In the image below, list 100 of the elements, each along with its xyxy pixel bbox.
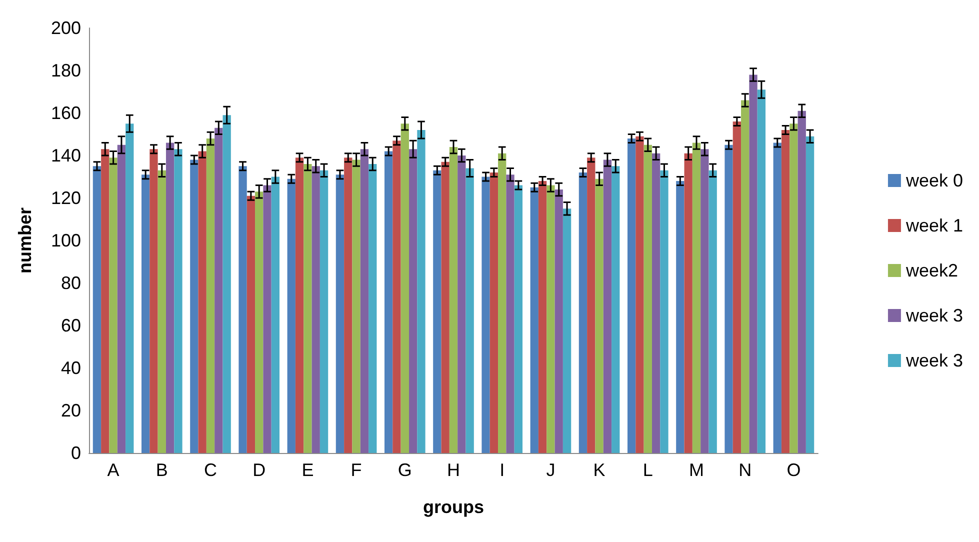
legend-label: week 3: [904, 306, 964, 326]
bar: [263, 185, 272, 453]
bar: [636, 136, 644, 453]
bar: [246, 196, 256, 453]
x-tick-label: C: [204, 460, 217, 480]
bar: [214, 128, 223, 453]
x-tick-label: O: [786, 460, 801, 480]
bar: [304, 164, 312, 453]
bar: [352, 160, 360, 453]
bar: [538, 181, 547, 453]
y-tick-label: 120: [50, 188, 81, 208]
bar: [798, 110, 806, 453]
bar: [554, 190, 563, 453]
x-tick-label: D: [252, 460, 266, 480]
x-tick-label: L: [642, 460, 653, 480]
bar: [587, 158, 596, 453]
bar: [806, 136, 814, 453]
bar: [141, 174, 150, 453]
bar: [692, 142, 701, 453]
bar: [92, 166, 102, 453]
bar: [595, 178, 604, 453]
y-tick-label: 80: [60, 273, 81, 293]
bar: [449, 147, 458, 453]
bar: [700, 149, 709, 453]
bar: [400, 124, 409, 453]
bar: [433, 170, 442, 453]
bar: [724, 144, 733, 453]
bar: [603, 160, 612, 453]
bar: [482, 176, 490, 453]
x-tick-label: B: [156, 460, 168, 480]
x-tick-label: H: [447, 460, 460, 480]
bar: [781, 130, 790, 453]
bar: [368, 164, 377, 453]
y-tick-label: 100: [50, 230, 81, 250]
bar: [506, 174, 514, 453]
bar: [458, 156, 466, 453]
bar: [222, 115, 231, 453]
bar: [166, 142, 174, 453]
legend-label: week2: [904, 260, 958, 280]
x-tick-label: J: [546, 460, 556, 480]
bar: [676, 181, 684, 453]
y-tick-label: 200: [50, 18, 81, 38]
y-tick-label: 60: [60, 316, 81, 336]
bar: [652, 153, 660, 453]
bar: [741, 100, 750, 453]
bar: [295, 158, 304, 453]
bar: [562, 208, 572, 453]
x-axis-title: groups: [423, 497, 484, 517]
bar: [392, 140, 401, 453]
y-tick-label: 160: [50, 103, 81, 123]
bar: [109, 158, 118, 453]
bar: [206, 138, 215, 453]
bar: [320, 170, 328, 453]
bar: [174, 149, 182, 453]
bar: [441, 162, 450, 453]
bar: [498, 153, 506, 453]
bar: [360, 149, 369, 453]
y-tick-label: 0: [70, 443, 81, 463]
bar: [708, 170, 717, 453]
bar: [190, 160, 198, 453]
bar: [530, 187, 538, 453]
bar: [255, 192, 264, 453]
x-tick-label: E: [302, 460, 314, 480]
bar: [287, 178, 296, 453]
legend-label: week 1: [904, 216, 964, 236]
x-tick-label: F: [350, 460, 362, 480]
bar: [627, 138, 636, 453]
bar: [336, 174, 344, 453]
bar: [660, 170, 668, 453]
bar: [150, 149, 158, 453]
x-tick-label: A: [107, 460, 120, 480]
bar: [312, 166, 320, 453]
bar: [384, 151, 393, 453]
legend-label: week 3: [904, 350, 964, 370]
bar: [644, 144, 652, 453]
y-tick-label: 20: [60, 400, 81, 420]
bar: [408, 149, 418, 453]
bar: [749, 74, 758, 453]
bar: [684, 153, 692, 453]
bar: [546, 185, 555, 453]
y-tick-label: 180: [50, 60, 81, 80]
bar: [101, 149, 110, 453]
x-tick-label: M: [689, 460, 704, 480]
bar: [514, 185, 523, 453]
bar: [578, 172, 588, 453]
bar: [117, 144, 126, 453]
bar: [271, 176, 280, 453]
bar: [417, 130, 426, 453]
bar: [126, 124, 134, 453]
bar: [732, 122, 742, 453]
bar: [790, 124, 798, 453]
bar: [158, 170, 166, 453]
bar: [773, 142, 782, 453]
x-tick-label: I: [500, 460, 505, 480]
bar: [466, 168, 474, 453]
x-tick-label: K: [593, 460, 606, 480]
x-tick-label: N: [738, 460, 752, 480]
y-axis-title: number: [15, 207, 35, 274]
bar: [238, 166, 247, 453]
x-tick-label: G: [398, 460, 412, 480]
